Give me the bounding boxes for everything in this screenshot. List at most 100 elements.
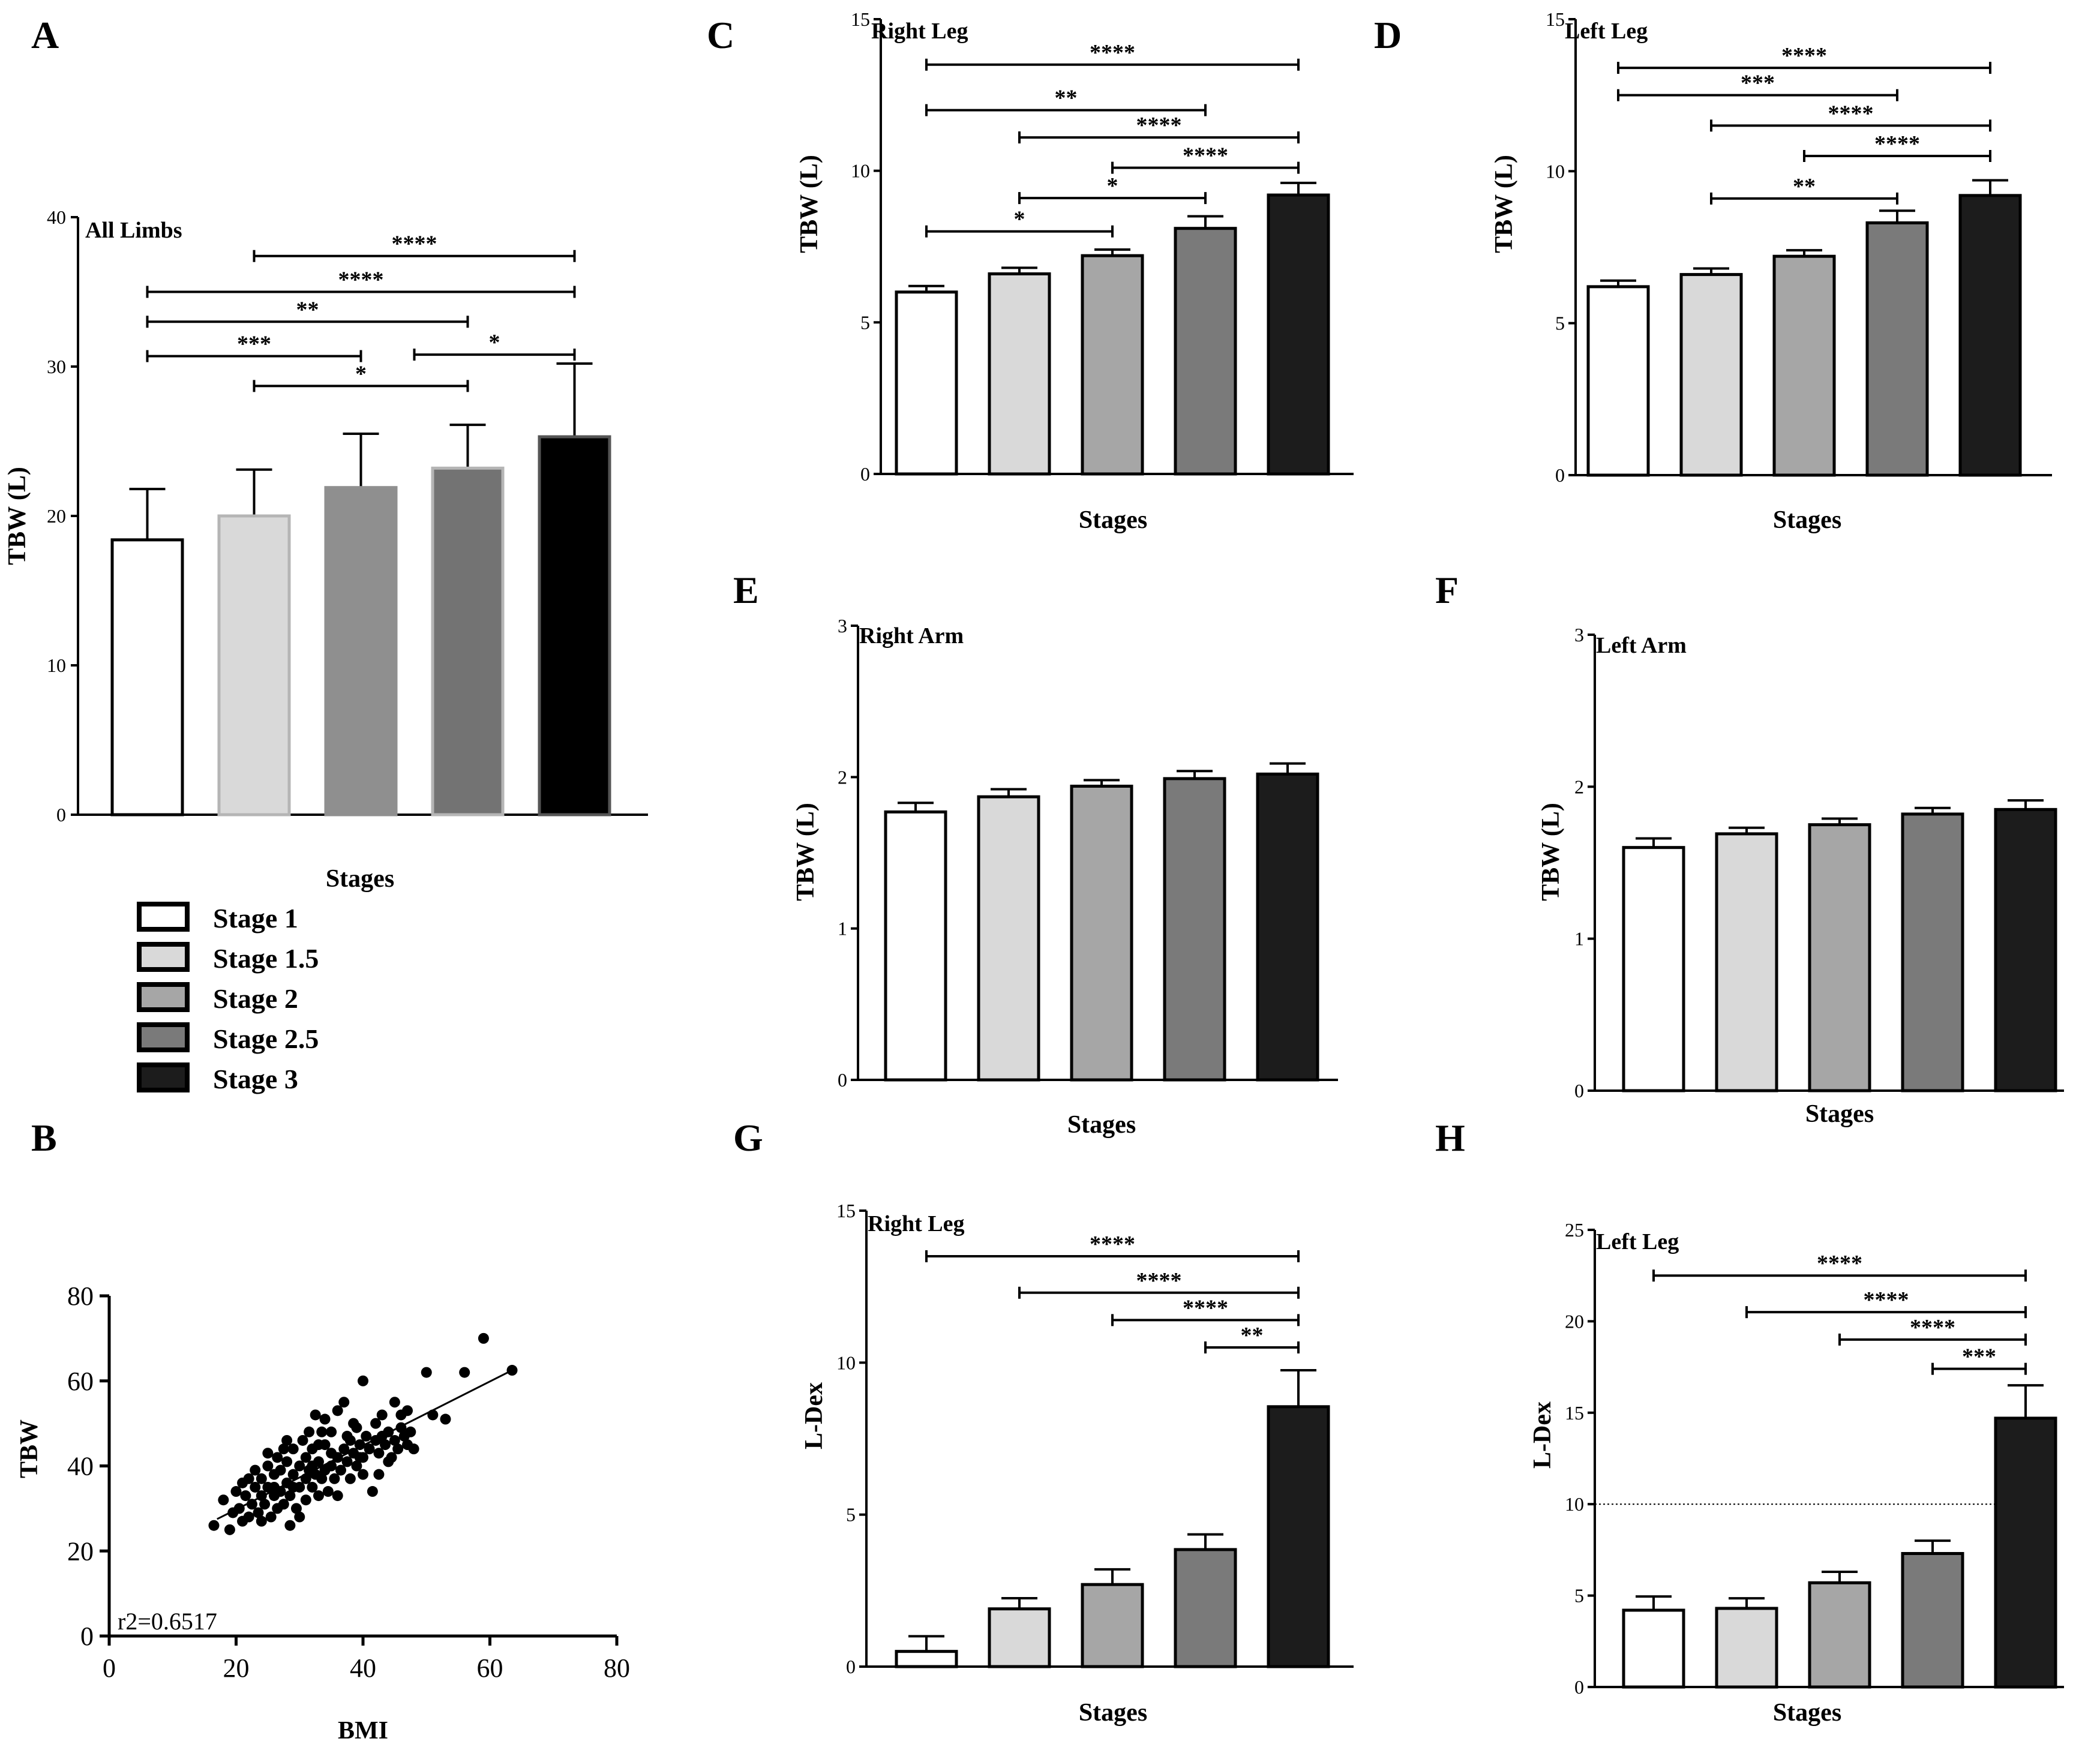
x-axis-label: Stages [326, 865, 394, 893]
y-axis-label: TBW (L) [796, 155, 823, 253]
y-tick-label: 10 [1565, 1493, 1584, 1515]
y-tick-label: 15 [1565, 1402, 1584, 1424]
data-point [405, 1426, 416, 1437]
significance-label: **** [1910, 1315, 1955, 1340]
x-tick-label: 80 [604, 1653, 630, 1683]
y-axis-label: TBW (L) [1537, 803, 1565, 901]
bar-2 [1715, 1607, 1778, 1689]
data-point [329, 1473, 340, 1484]
bar-5 [1994, 1416, 2057, 1689]
significance-label: **** [1864, 1287, 1909, 1313]
chart-left-arm-tbw: 0 1 2 3 Left Arm Stages TBW (L) [1537, 624, 2064, 1128]
data-point [351, 1460, 362, 1472]
x-tick-label: 60 [477, 1653, 503, 1683]
y-tick-label: 2 [1574, 776, 1584, 797]
legend-swatch-stage-3 [137, 1062, 190, 1092]
significance-label: **** [1090, 1232, 1135, 1257]
y-tick-label: 15 [1546, 8, 1565, 30]
bar-1 [895, 1650, 958, 1668]
data-point [281, 1434, 293, 1446]
significance-label: *** [237, 332, 271, 357]
panel-letter-d: D [1374, 14, 1402, 56]
data-point [326, 1426, 337, 1437]
legend-swatch-stage-2-5 [137, 1022, 190, 1052]
data-point [250, 1481, 261, 1493]
bar-5 [1958, 194, 2022, 477]
chart-title: Right Leg [868, 1211, 965, 1236]
bar-3 [1772, 254, 1836, 477]
data-point [421, 1367, 432, 1378]
data-point [243, 1473, 254, 1484]
x-axis-label: Stages [1079, 1699, 1147, 1727]
panel-letter-h: H [1435, 1116, 1465, 1159]
data-point [478, 1332, 489, 1344]
data-point [383, 1456, 394, 1467]
data-point [316, 1473, 328, 1484]
y-tick-label: 1 [1574, 928, 1584, 950]
significance-label: **** [1183, 143, 1228, 169]
y-tick-label: 0 [1574, 1676, 1584, 1698]
bar-4 [1174, 227, 1237, 476]
y-tick-label: 20 [47, 505, 66, 527]
significance-label: ** [1055, 86, 1078, 111]
y-tick-label: 60 [67, 1367, 94, 1396]
bar-5 [1267, 1405, 1330, 1668]
data-point [307, 1460, 318, 1472]
y-tick-label: 15 [851, 8, 870, 30]
chart-title: Left Arm [1596, 633, 1687, 658]
data-point [265, 1511, 277, 1523]
data-point [272, 1452, 283, 1463]
y-tick-label: 1 [838, 918, 847, 939]
x-tick-label: 0 [103, 1653, 116, 1683]
data-point [290, 1503, 302, 1514]
data-point [341, 1456, 353, 1467]
bar-3 [1081, 254, 1144, 476]
chart-bmi-scatter: 0 20 40 60 80 0 20 40 60 80 r2=0.6517 BMI TBW [16, 1281, 630, 1745]
bar-2 [988, 1607, 1051, 1668]
data-point [278, 1499, 289, 1510]
y-tick-label: 10 [1546, 160, 1565, 182]
data-point [392, 1443, 404, 1455]
data-point [364, 1443, 375, 1455]
bar-4 [1901, 812, 1964, 1092]
panel-letter-a: A [31, 14, 59, 56]
data-point [322, 1486, 334, 1497]
data-point [300, 1452, 311, 1463]
y-tick-label: 30 [47, 356, 66, 377]
data-point [358, 1469, 368, 1480]
data-point [326, 1448, 337, 1459]
r-squared-annotation: r2=0.6517 [118, 1608, 217, 1635]
bar-3 [1070, 784, 1133, 1082]
y-tick-label: 15 [836, 1200, 856, 1221]
legend-label-stage-2: Stage 2 [213, 983, 298, 1014]
x-axis-label: Stages [1773, 506, 1841, 534]
data-point [275, 1464, 286, 1476]
significance-label: **** [338, 268, 384, 293]
bar-1 [110, 538, 184, 817]
data-point [278, 1443, 289, 1455]
y-tick-label: 0 [56, 804, 66, 826]
data-point [341, 1430, 353, 1442]
bar-4 [1901, 1551, 1964, 1689]
data-point [358, 1375, 368, 1386]
fit-line [217, 1369, 513, 1520]
significance-label: *** [1741, 71, 1775, 96]
significance-label: ** [296, 297, 319, 322]
bar-4 [1174, 1548, 1237, 1668]
data-point [304, 1426, 315, 1437]
data-point [287, 1469, 299, 1480]
data-point [338, 1443, 350, 1455]
data-point [389, 1434, 400, 1446]
significance-label: ** [1241, 1323, 1264, 1348]
data-point [367, 1486, 378, 1497]
legend-label-stage-1: Stage 1 [213, 903, 298, 933]
data-point [297, 1434, 308, 1446]
y-tick-label: 5 [1555, 313, 1565, 334]
x-axis-label: Stages [1079, 506, 1147, 534]
data-point [240, 1490, 251, 1502]
data-point [262, 1460, 274, 1472]
y-axis-label: TBW (L) [1490, 155, 1518, 253]
data-point [246, 1499, 257, 1510]
